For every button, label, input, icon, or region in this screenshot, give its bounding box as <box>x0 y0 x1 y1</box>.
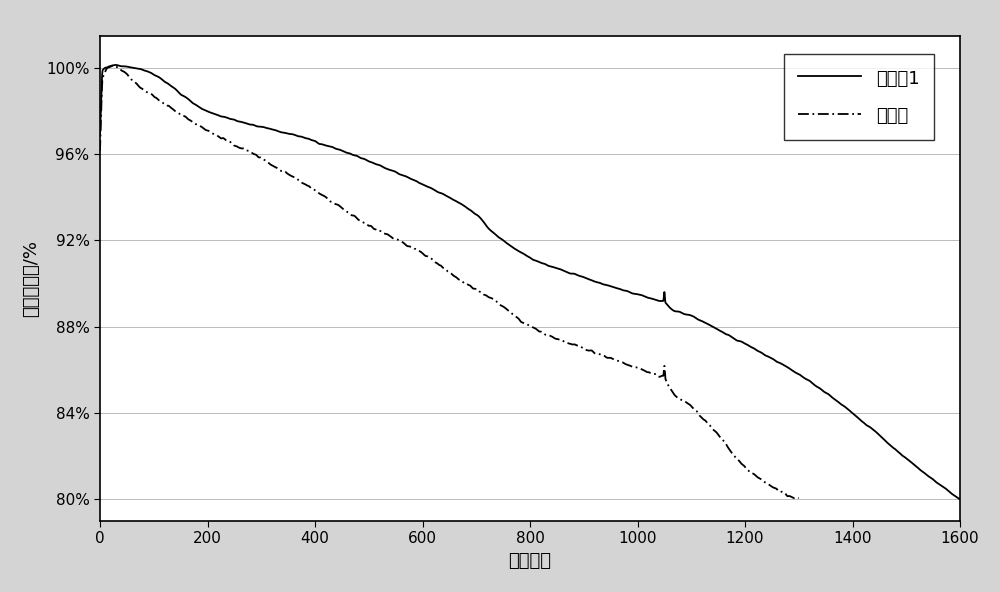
实施例1 <box>243 121 255 128</box>
Line: 实施例1: 实施例1 <box>100 65 960 500</box>
对照组 <box>94 147 106 155</box>
对照组 <box>392 236 404 243</box>
Y-axis label: 容量保持率/%: 容量保持率/% <box>23 240 41 317</box>
对照组 <box>174 110 186 117</box>
实施例1 <box>461 205 473 212</box>
X-axis label: 循环周数: 循环周数 <box>509 552 552 570</box>
实施例1 <box>424 184 436 191</box>
实施例1 <box>94 131 106 139</box>
对照组 <box>704 422 716 429</box>
实施例1 <box>192 103 204 110</box>
Line: 对照组: 对照组 <box>100 66 799 498</box>
实施例1 <box>937 484 949 491</box>
对照组 <box>793 494 805 501</box>
对照组 <box>779 490 791 497</box>
实施例1 <box>954 496 966 503</box>
对照组 <box>362 222 374 229</box>
对照组 <box>107 62 119 69</box>
实施例1 <box>110 62 122 69</box>
实施例1 <box>845 408 857 415</box>
对照组 <box>215 135 227 142</box>
Legend: 实施例1, 对照组: 实施例1, 对照组 <box>784 54 934 140</box>
